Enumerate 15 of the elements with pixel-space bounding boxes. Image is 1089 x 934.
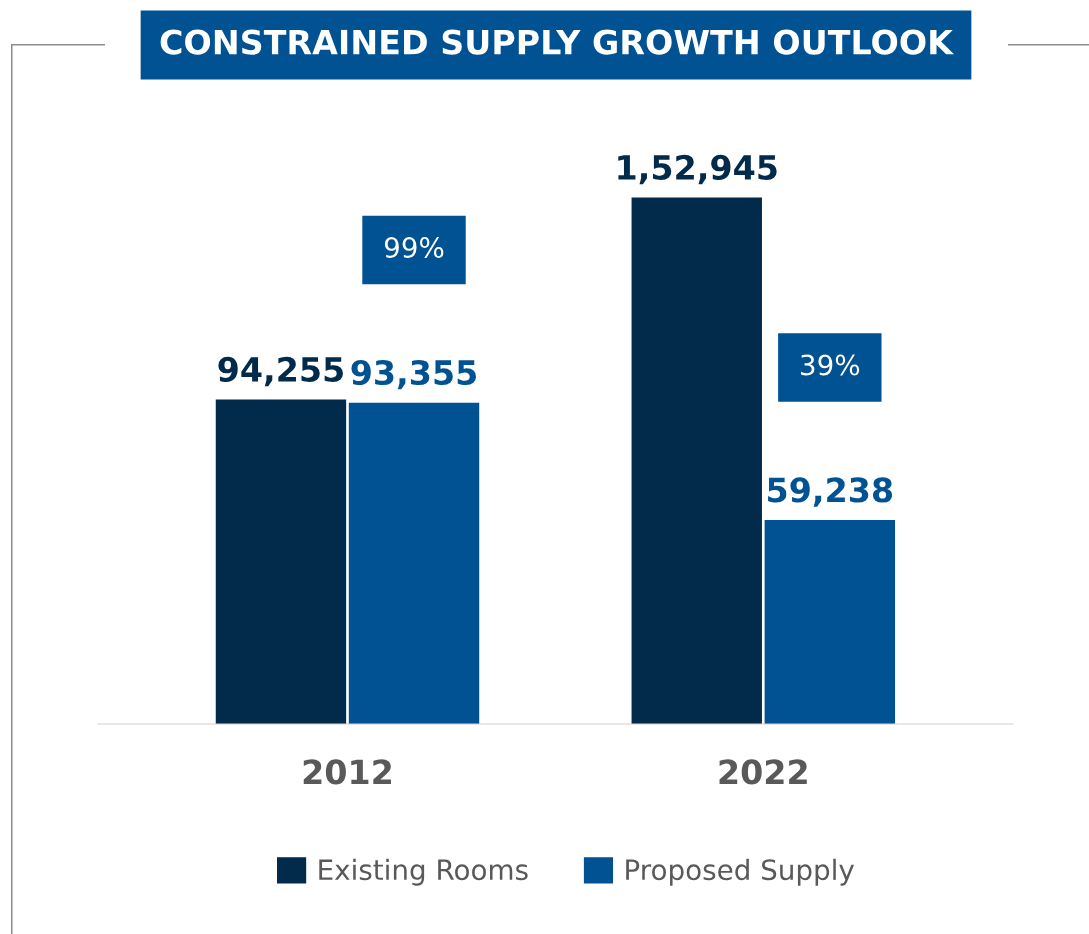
data-label: 93,355	[351, 359, 477, 390]
data-label: 94,255	[218, 356, 343, 387]
data-label: 1,52,945	[618, 154, 777, 185]
legend-label: Existing Rooms	[319, 858, 528, 886]
bar	[631, 197, 762, 724]
bar	[764, 520, 896, 724]
chart-title: CONSTRAINED SUPPLY GROWTH OUTLOOK	[160, 29, 955, 55]
x-tick-label: 2012	[303, 759, 391, 785]
legend-label: Proposed Supply	[626, 858, 855, 886]
bar	[215, 399, 347, 724]
bar	[348, 402, 480, 724]
x-tick-label: 2022	[719, 759, 807, 785]
annotation: 99%	[384, 237, 444, 259]
annotation: 39%	[801, 354, 860, 376]
data-label: 59,238	[768, 477, 893, 507]
